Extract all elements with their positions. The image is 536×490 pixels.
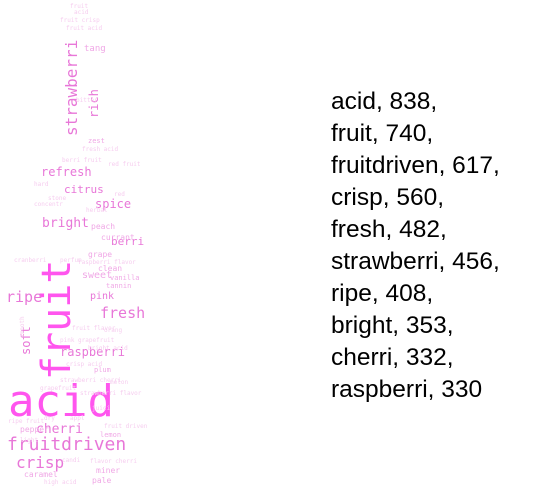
cloud-word: vanilla <box>110 274 140 282</box>
cloud-word: raspberri <box>60 345 125 359</box>
cloud-word: smooth <box>19 316 26 338</box>
cloud-word: bright <box>42 216 89 231</box>
cloud-word: miner <box>96 466 120 475</box>
cloud-word: appl <box>70 415 85 422</box>
cloud-word: acid <box>74 9 89 16</box>
cloud-word: pepper <box>20 425 49 434</box>
cloud-word: citrus <box>64 183 104 196</box>
cloud-word: tang <box>84 44 106 54</box>
cloud-word: cherri <box>36 422 83 437</box>
cloud-word: berri fruit <box>62 157 102 164</box>
frequency-item: fruitdriven, 617, <box>331 152 500 179</box>
cloud-word: pink <box>90 291 114 302</box>
cloud-word: flavor cherri <box>90 458 137 465</box>
cloud-word: bitter <box>76 97 98 104</box>
cloud-word: juici <box>92 405 110 412</box>
cloud-word: fruit driven <box>104 423 148 430</box>
frequency-item: strawberri, 456, <box>331 248 500 275</box>
frequency-item: bright, 353, <box>331 312 454 339</box>
cloud-word: lemon <box>100 431 121 439</box>
cloud-word: hard <box>34 181 49 188</box>
cloud-word: orang <box>104 327 122 334</box>
cloud-word: crisp <box>16 453 64 472</box>
word-cloud-canvas: acidfruitfruitdrivencrispfreshstrawberri… <box>6 3 148 486</box>
frequency-item: crisp, 560, <box>331 184 445 211</box>
cloud-word: caramel <box>24 470 58 479</box>
cloud-word: bright acid <box>88 345 128 352</box>
frequency-item: ripe, 408, <box>331 280 434 307</box>
cloud-word: fresh <box>100 304 145 322</box>
cloud-word: refresh <box>41 165 92 179</box>
cloud-word: grape <box>88 250 112 259</box>
cloud-word: tannin <box>106 282 131 290</box>
cloud-word: fruit crisp <box>60 17 100 24</box>
word-cloud-words: acidfruitfruitdrivencrispfreshstrawberri… <box>6 3 148 486</box>
cloud-word: strawberri <box>62 40 81 136</box>
cloud-word: fruit flavor <box>72 325 116 332</box>
cloud-word: candi <box>62 457 80 464</box>
cloud-word: red fruit <box>108 161 141 168</box>
frequency-item: raspberri, 330 <box>331 376 483 403</box>
cloud-word: crisp acid <box>66 361 103 368</box>
cloud-word: fruit acid <box>66 25 103 32</box>
cloud-word: light <box>20 437 38 444</box>
frequency-item: fruit, 740, <box>331 120 434 147</box>
cloud-word: zest <box>88 137 105 145</box>
cloud-word: pale <box>92 476 111 485</box>
cloud-word: fruitdriven <box>7 434 126 455</box>
cloud-word: pink grapefruit <box>60 337 115 344</box>
cloud-word: berri <box>111 235 144 248</box>
cloud-word: currant <box>101 233 135 242</box>
cloud-word: soft <box>19 326 33 355</box>
cloud-word: high acid <box>44 479 77 486</box>
cloud-word: acid <box>8 376 114 427</box>
cloud-word: grapefruit <box>40 385 77 392</box>
cloud-word: fresh acid <box>82 146 119 153</box>
cloud-word: melon <box>110 379 128 386</box>
cloud-word: stone <box>48 195 66 202</box>
cloud-word: raspberri flavor <box>78 259 136 266</box>
frequency-item: acid, 838, <box>331 88 438 115</box>
cloud-word: herbal <box>86 207 108 214</box>
cloud-word: concentr <box>34 201 63 208</box>
cloud-word: rich <box>87 89 101 118</box>
cloud-word: clean <box>98 264 122 273</box>
cloud-word: perfum <box>60 257 82 264</box>
cloud-word: ripe fruit <box>8 418 45 425</box>
frequency-item: cherri, 332, <box>331 344 454 371</box>
cloud-word: dry <box>44 415 55 422</box>
cloud-word: plum <box>94 366 111 374</box>
word-frequency-list: acid, 838, fruit, 740, fruitdriven, 617,… <box>331 86 500 406</box>
bottle-word-cloud: acid fruit fruitdriven crisp fresh strawberri… <box>0 0 150 490</box>
cloud-word: cranberri <box>14 257 47 264</box>
cloud-word: peach <box>91 222 115 231</box>
cloud-word: spice <box>95 197 131 211</box>
frequency-item: fresh, 482, <box>331 216 447 243</box>
cloud-word: sweet <box>82 270 112 281</box>
cloud-word: fruit <box>34 260 80 380</box>
cloud-word: fruit <box>70 3 88 10</box>
cloud-word: strawberri flavor <box>80 390 142 397</box>
cloud-word: ripe <box>6 288 42 306</box>
cloud-word: strawberri cherri <box>60 377 122 384</box>
cloud-word: red <box>114 191 125 198</box>
